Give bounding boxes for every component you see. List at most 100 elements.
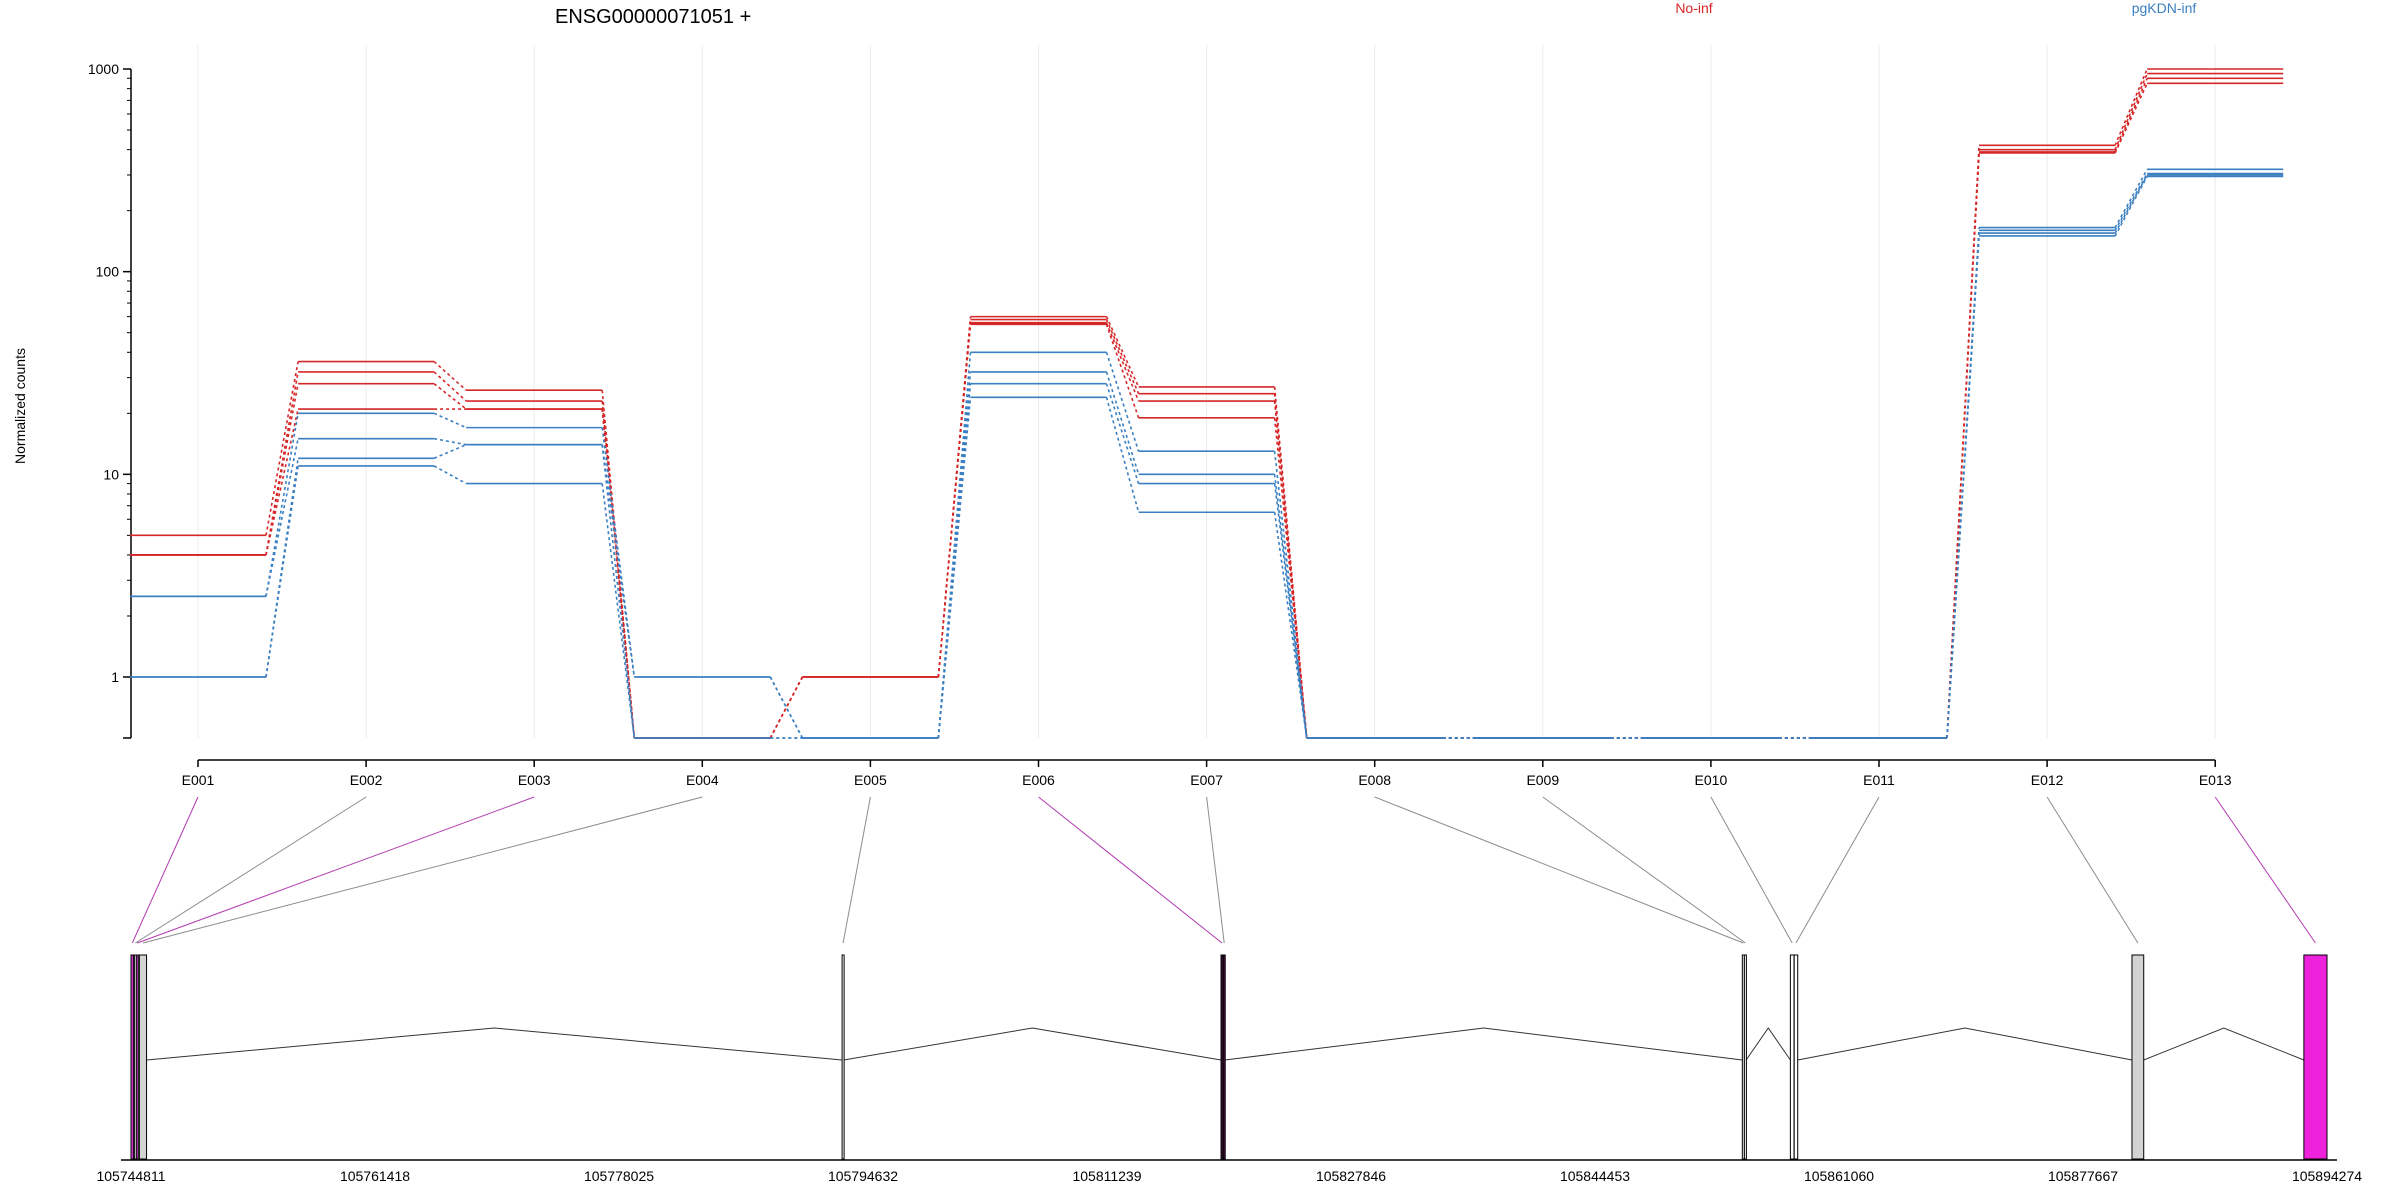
series-connector <box>769 676 804 739</box>
exon-connector-e009 <box>1542 796 1746 944</box>
gene-model-layer: 105744811 105761418 105778025 105794632 1058… <box>96 954 2362 1184</box>
x-tick-label-e008: E008 <box>1358 772 1391 788</box>
genomic-tick-label: 105761418 <box>340 1168 410 1184</box>
series-connector <box>937 397 972 739</box>
series-connector <box>1273 512 1308 739</box>
genomic-tick-label: 105794632 <box>828 1168 898 1184</box>
x-tick-label-e011: E011 <box>1863 772 1895 788</box>
exon-connector-layer <box>131 796 2316 944</box>
series-connector <box>265 438 299 597</box>
series-connector <box>1273 474 1308 739</box>
genomic-tick-label: 105844453 <box>1560 1168 1630 1184</box>
series-connector <box>433 443 467 460</box>
intron-line <box>1224 1027 1743 1061</box>
series-connector <box>601 427 636 678</box>
series-connector <box>265 408 299 556</box>
series-connector <box>2114 73 2148 150</box>
x-tick-label-e010: E010 <box>1695 772 1728 788</box>
chart-title: ENSG00000071051 + <box>555 6 751 28</box>
series-connector <box>601 444 636 678</box>
series-connector <box>265 371 299 556</box>
exon-connector-e010 <box>1710 796 1793 944</box>
series-connector <box>769 676 804 739</box>
intron-line <box>2143 1027 2305 1061</box>
series-connector <box>937 383 972 739</box>
series-connector <box>769 676 804 739</box>
exon-connector-e013 <box>2214 796 2316 944</box>
series-connector <box>937 324 972 678</box>
exon-connector-e011 <box>1795 796 1880 944</box>
exon-connector-e007 <box>1206 796 1225 944</box>
series-connector <box>1105 397 1140 513</box>
exon-e007 <box>1222 954 1226 1160</box>
series-connector <box>1105 316 1140 388</box>
series-connector <box>937 352 972 739</box>
exon-e006 <box>1220 954 1224 1160</box>
series-connector <box>601 483 636 739</box>
y-tick-label: 10 <box>103 466 119 482</box>
genomic-tick-label: 105811239 <box>1072 1168 1141 1184</box>
genomic-tick-label: 105877667 <box>2048 1168 2118 1184</box>
exon-e013 <box>2303 954 2328 1160</box>
exon-connector-e003 <box>137 796 535 944</box>
exon-connector-e005 <box>842 796 871 944</box>
exon-connector-e002 <box>135 796 367 944</box>
series-connector <box>769 676 804 739</box>
exon-connector-e001 <box>131 796 199 944</box>
series-connector <box>2114 174 2148 234</box>
grid-layer <box>197 45 2216 738</box>
series-connector <box>1273 483 1308 739</box>
series-connector <box>1105 324 1140 419</box>
exon-e010 <box>1789 954 1795 1160</box>
series-pgkdn-inf-8 <box>130 175 2284 739</box>
series-connector <box>1946 235 1980 739</box>
genomic-tick-label: 105744811 <box>96 1168 165 1184</box>
y-tick-label: 1000 <box>88 61 119 77</box>
exon-connector-e012 <box>2046 796 2139 944</box>
x-tick-label-e007: E007 <box>1190 772 1223 788</box>
x-tick-label-e012: E012 <box>2031 772 2064 788</box>
series-connector <box>433 465 467 485</box>
genomic-tick-label: 105861060 <box>1804 1168 1874 1184</box>
x-tick-label-e003: E003 <box>518 772 551 788</box>
exon-connector-e006 <box>1038 796 1223 944</box>
y-tick-label: 100 <box>96 264 120 280</box>
y-axis-title: Normalized counts <box>12 348 28 464</box>
intron-line <box>1745 1027 1791 1061</box>
series-connector <box>769 676 804 739</box>
series-connector <box>2114 176 2148 237</box>
series-connector <box>265 413 299 597</box>
series-connector <box>265 361 299 536</box>
axes-layer: 1 10 100 1000 E001 E002 E003 E004 E005 E006 E007 E0… <box>88 61 2232 788</box>
exon-e012 <box>2131 954 2145 1160</box>
series-connector <box>2114 68 2148 146</box>
exon-e011 <box>1793 954 1799 1160</box>
series-connector <box>1105 319 1140 394</box>
x-tick-label-e001: E001 <box>182 772 215 788</box>
exon-e003 <box>135 954 139 1160</box>
exon-connector-e008 <box>1374 796 1744 944</box>
intron-line <box>843 1027 1222 1061</box>
series-connector <box>2114 82 2148 154</box>
series-connector <box>1105 371 1140 475</box>
series-connector <box>937 319 972 678</box>
y-tick-label: 1 <box>111 669 119 685</box>
series-connector <box>433 371 467 402</box>
series-connector <box>769 676 804 739</box>
series-connector <box>1946 152 1980 739</box>
series-connector <box>601 444 636 739</box>
x-tick-label-e002: E002 <box>350 772 383 788</box>
legend-item-pgkdn-inf: pgKDN-inf <box>2132 0 2197 16</box>
exon-connector-e004 <box>142 796 703 944</box>
series-connector <box>1105 322 1140 402</box>
exon-e009 <box>1743 954 1747 1160</box>
x-tick-label-e009: E009 <box>1526 772 1559 788</box>
series-connector <box>433 412 467 429</box>
series-connector <box>433 383 467 410</box>
series-connector <box>1105 352 1140 452</box>
genomic-tick-label: 105778025 <box>584 1168 654 1184</box>
genomic-tick-label: 105894274 <box>2292 1168 2362 1184</box>
exon-e001 <box>130 954 135 1160</box>
series-connector <box>1105 383 1140 484</box>
